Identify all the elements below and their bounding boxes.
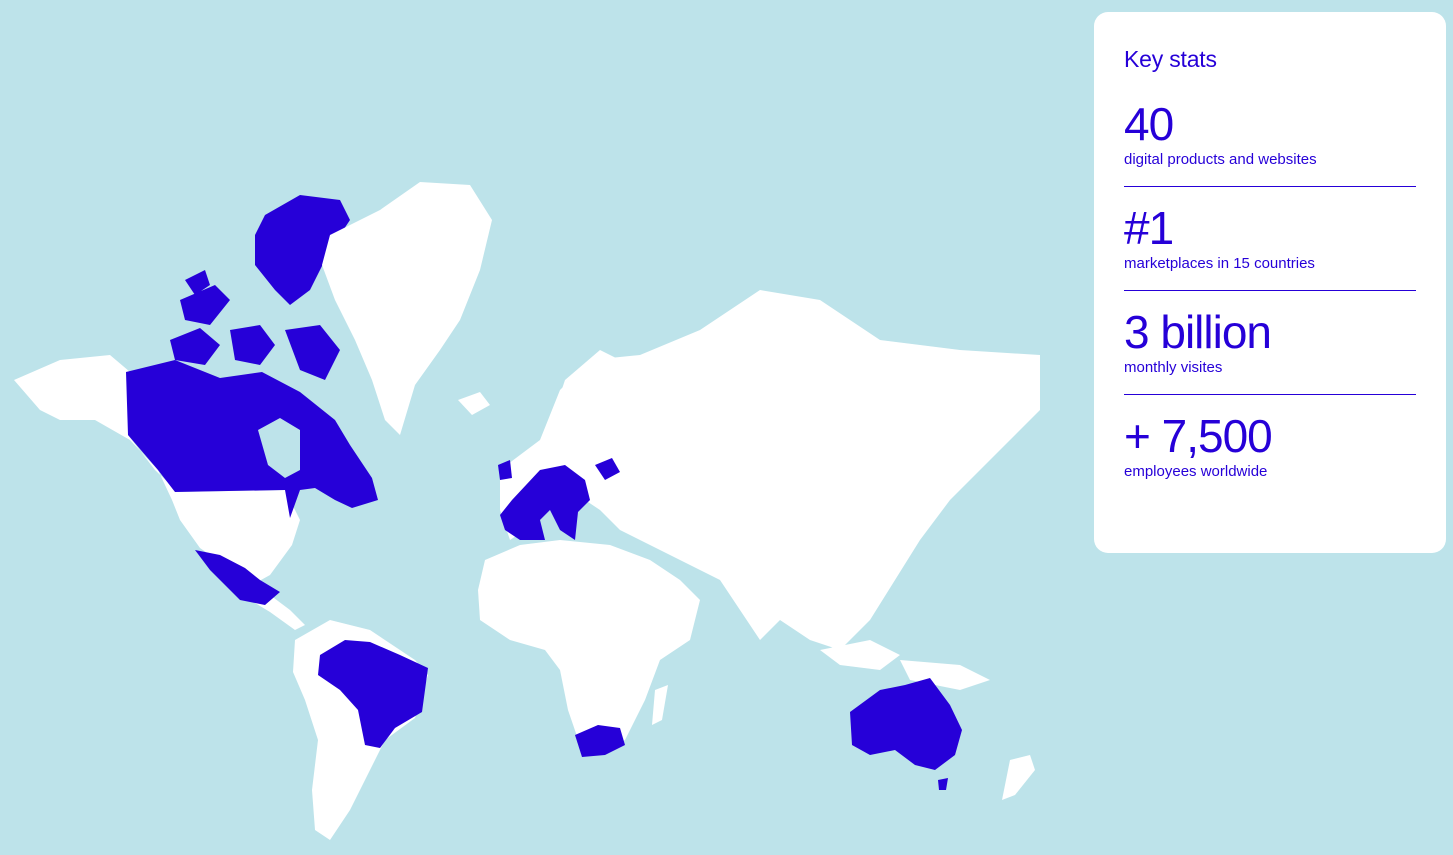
stat-label: monthly visites (1124, 359, 1223, 376)
stat-value: #1 (1124, 202, 1174, 254)
stat-label: marketplaces in 15 countries (1124, 255, 1315, 272)
africa-land (478, 540, 700, 755)
stat-value: 40 (1124, 98, 1174, 150)
brazil (318, 640, 428, 748)
canada-islands (170, 195, 350, 380)
stat-label: digital products and websites (1124, 151, 1317, 168)
australia (850, 678, 962, 770)
canada (126, 360, 378, 518)
eurasia-land (500, 290, 1040, 650)
stat-label: employees worldwide (1124, 463, 1268, 480)
stat-item: + 7,500 employees worldwide (1124, 394, 1416, 498)
stat-value: 3 billion (1124, 306, 1272, 358)
belarus (595, 458, 620, 480)
western-europe (500, 465, 590, 540)
key-stats-card: Key stats 40 digital products and websit… (1094, 12, 1446, 553)
south-africa (575, 725, 625, 757)
stat-value: + 7,500 (1124, 410, 1273, 462)
north-america-land (14, 355, 300, 585)
stat-item: 3 billion monthly visites (1124, 290, 1416, 394)
stat-item: #1 marketplaces in 15 countries (1124, 186, 1416, 290)
mexico (195, 550, 280, 605)
stat-item: 40 digital products and websites (1124, 101, 1416, 186)
greenland (322, 182, 492, 435)
key-stats-title: Key stats (1124, 46, 1217, 72)
uk-ireland (498, 460, 512, 480)
